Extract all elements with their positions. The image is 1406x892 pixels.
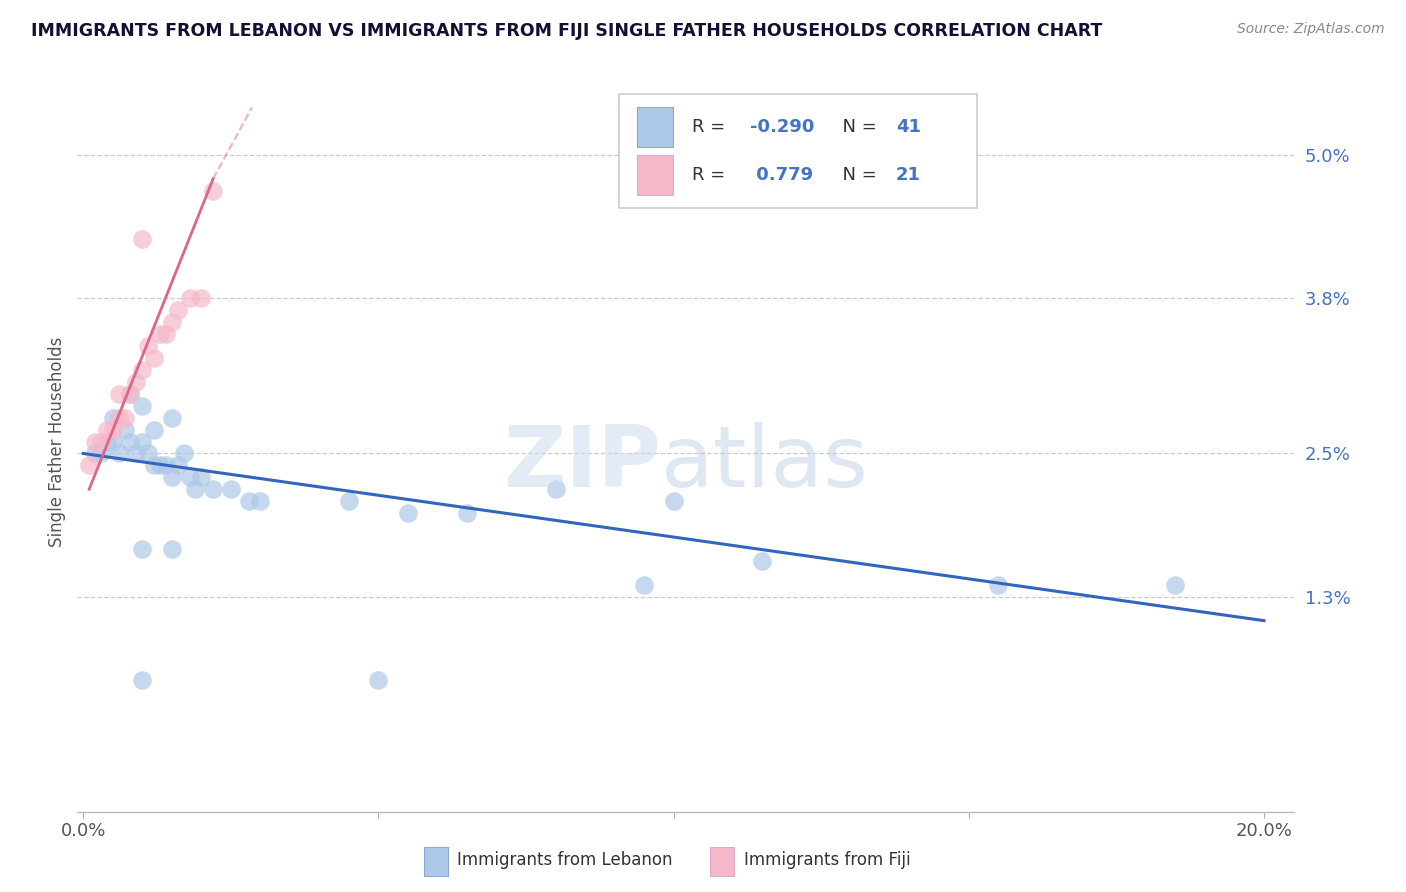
Point <box>337 494 360 508</box>
Text: N =: N = <box>831 118 883 136</box>
Point <box>190 470 212 484</box>
Point <box>249 494 271 508</box>
Point <box>90 446 112 460</box>
Point <box>160 470 183 484</box>
Point <box>202 184 225 198</box>
Point <box>131 541 153 556</box>
Point <box>751 554 773 568</box>
Point <box>155 458 177 473</box>
FancyBboxPatch shape <box>619 94 977 209</box>
Text: 21: 21 <box>896 166 921 184</box>
Point <box>179 291 201 305</box>
Point <box>173 446 195 460</box>
Text: Immigrants from Lebanon: Immigrants from Lebanon <box>457 851 672 869</box>
Point <box>131 434 153 449</box>
Point <box>120 386 142 401</box>
Point <box>107 446 129 460</box>
Point <box>101 434 124 449</box>
Point <box>149 327 172 342</box>
Text: atlas: atlas <box>661 422 869 505</box>
Point <box>184 483 207 497</box>
FancyBboxPatch shape <box>637 154 673 195</box>
Text: R =: R = <box>692 166 731 184</box>
Text: 41: 41 <box>896 118 921 136</box>
Point <box>107 386 129 401</box>
Point <box>456 506 478 520</box>
Point <box>143 423 166 437</box>
Point <box>131 399 153 413</box>
Text: Immigrants from Fiji: Immigrants from Fiji <box>744 851 911 869</box>
Point <box>155 327 177 342</box>
Point <box>544 483 567 497</box>
Point <box>149 458 172 473</box>
Point <box>136 446 159 460</box>
Point <box>120 386 142 401</box>
Point <box>136 339 159 353</box>
Point <box>219 483 242 497</box>
Point <box>166 303 188 318</box>
Point <box>1164 578 1187 592</box>
Point <box>125 375 148 389</box>
Text: ZIP: ZIP <box>503 422 661 505</box>
Point <box>84 434 107 449</box>
Point <box>190 291 212 305</box>
Point <box>96 434 118 449</box>
Point <box>367 673 389 688</box>
Point <box>90 434 112 449</box>
Y-axis label: Single Father Households: Single Father Households <box>48 336 66 547</box>
Text: IMMIGRANTS FROM LEBANON VS IMMIGRANTS FROM FIJI SINGLE FATHER HOUSEHOLDS CORRELA: IMMIGRANTS FROM LEBANON VS IMMIGRANTS FR… <box>31 22 1102 40</box>
FancyBboxPatch shape <box>637 106 673 147</box>
Point <box>633 578 655 592</box>
Text: N =: N = <box>831 166 883 184</box>
Point <box>125 446 148 460</box>
Point <box>143 351 166 365</box>
Point <box>202 483 225 497</box>
Point <box>160 410 183 425</box>
Point <box>101 410 124 425</box>
Text: 0.779: 0.779 <box>749 166 813 184</box>
Point <box>238 494 260 508</box>
Point <box>120 434 142 449</box>
FancyBboxPatch shape <box>425 847 449 876</box>
Text: -0.290: -0.290 <box>749 118 814 136</box>
Point <box>662 494 685 508</box>
Point <box>160 315 183 329</box>
Point <box>77 458 100 473</box>
Point <box>84 446 107 460</box>
Point <box>179 470 201 484</box>
Text: Source: ZipAtlas.com: Source: ZipAtlas.com <box>1237 22 1385 37</box>
Point <box>114 410 136 425</box>
Point <box>114 423 136 437</box>
Text: R =: R = <box>692 118 731 136</box>
FancyBboxPatch shape <box>710 847 734 876</box>
Point <box>396 506 419 520</box>
Point <box>166 458 188 473</box>
Point <box>160 541 183 556</box>
Point <box>131 363 153 377</box>
Point <box>107 410 129 425</box>
Point <box>987 578 1010 592</box>
Point <box>131 673 153 688</box>
Point <box>96 423 118 437</box>
Point <box>131 231 153 245</box>
Point <box>101 423 124 437</box>
Point <box>143 458 166 473</box>
